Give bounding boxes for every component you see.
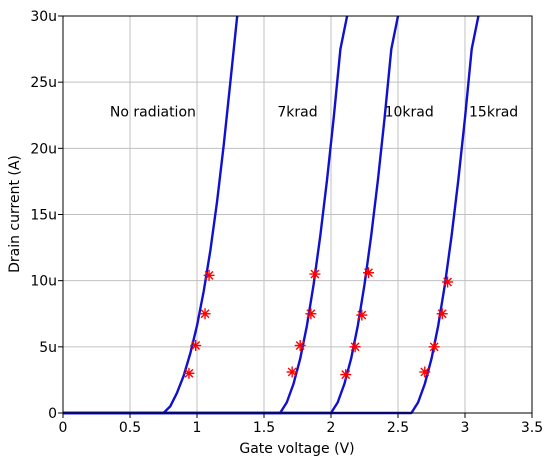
series-line-4 [63,15,480,415]
data-point [183,367,195,379]
x-axis: 0 0.5 1 1.5 2 2.5 3 3.5 [59,413,543,436]
data-point [199,308,211,320]
series-line-3 [63,15,400,415]
series-annotation: No radiation [110,104,196,120]
data-point [356,309,368,321]
x-tick-label: 1 [193,420,202,436]
data-point [309,268,321,280]
data-point [190,340,202,352]
data-point [436,308,448,320]
series-line-2 [63,15,349,415]
y-tick-label: 15u [30,208,57,224]
data-point [349,341,361,353]
x-tick-label: 0.5 [119,420,141,436]
data-point [203,269,215,281]
y-tick-label: 30u [30,9,57,25]
grid [63,16,532,413]
y-axis: 0 5u 10u 15u 20u 25u 30u [30,9,63,422]
x-tick-label: 1.5 [253,420,275,436]
series-line-1 [63,15,239,415]
data-point [294,340,306,352]
y-tick-label: 0 [48,406,57,422]
x-tick-label: 2.5 [387,420,409,436]
data-point [286,366,298,378]
y-tick-label: 20u [30,141,57,157]
data-point [428,341,440,353]
data-point [419,366,431,378]
y-tick-label: 10u [30,274,57,290]
y-tick-label: 5u [39,340,57,356]
data-point [363,267,375,279]
data-point [305,308,317,320]
series-markers [183,267,454,381]
y-axis-title: Drain current (A) [7,155,23,273]
data-point [340,369,352,381]
y-tick-label: 25u [30,75,57,91]
series-annotation: 7krad [277,104,317,120]
x-tick-label: 3 [461,420,470,436]
data-point [442,276,454,288]
x-tick-label: 3.5 [521,420,543,436]
series-curves [63,15,480,415]
x-tick-label: 2 [327,420,336,436]
series-annotation: 15krad [469,104,518,120]
annotations: No radiation 7krad 10krad 15krad [110,104,518,120]
x-axis-title: Gate voltage (V) [239,441,354,457]
series-annotation: 10krad [385,104,434,120]
x-tick-label: 0 [59,420,68,436]
